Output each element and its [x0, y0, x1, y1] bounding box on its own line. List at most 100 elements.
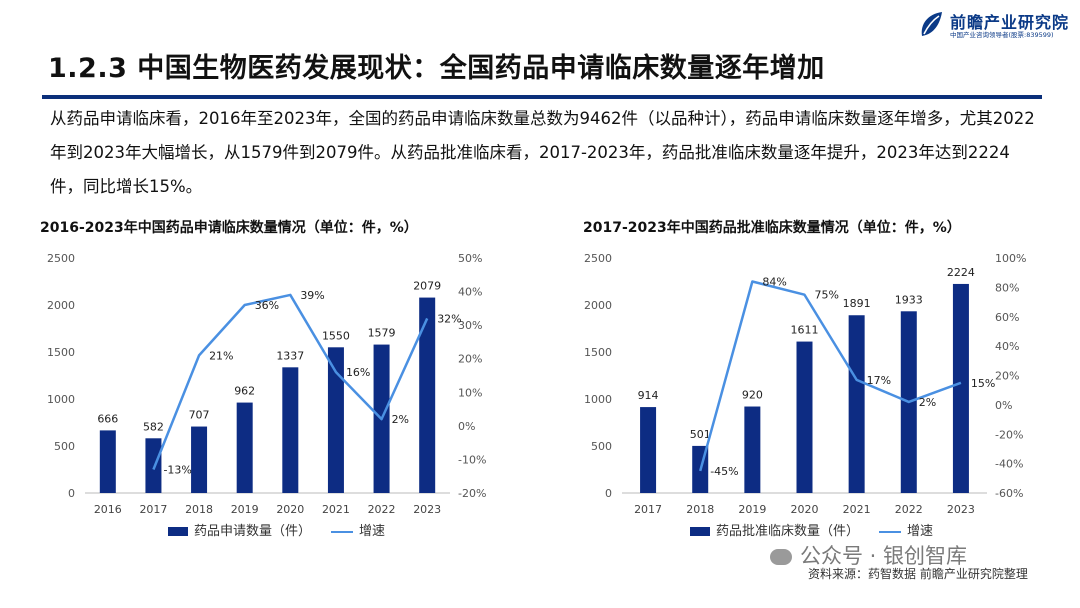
legend-bar-swatch	[168, 527, 188, 536]
left-axis-tick: 2500	[47, 252, 75, 265]
right-axis-tick: -60%	[995, 487, 1023, 500]
bar-value-label: 582	[143, 420, 164, 433]
chart-2: 0 500 1000 1500 2000 2500 -60% -40% -20% 0% 20% 40%…	[584, 252, 1026, 516]
logo-name: 前瞻产业研究院	[950, 13, 1070, 32]
bar-value-label: 962	[234, 385, 255, 398]
left-axis-tick: 1500	[584, 346, 612, 359]
right-axis-tick: 40%	[458, 286, 482, 299]
x-tick-label: 2022	[895, 503, 923, 516]
x-tick-label: 2016	[94, 503, 122, 516]
bar-value-label: 707	[189, 409, 210, 422]
x-tick-label: 2022	[368, 503, 396, 516]
right-axis-tick: 80%	[995, 281, 1019, 294]
bar-value-label: 1337	[276, 349, 304, 362]
growth-value-label: 2%	[392, 413, 409, 426]
right-axis-tick: 20%	[995, 370, 1019, 383]
bar	[796, 341, 813, 493]
legend-bar-label: 药品批准临床数量（件）	[716, 524, 860, 539]
growth-value-label: 39%	[300, 289, 324, 302]
left-axis-tick: 500	[591, 440, 612, 453]
right-axis-tick: 20%	[458, 353, 482, 366]
growth-value-label: 75%	[815, 289, 839, 302]
x-tick-label: 2020	[276, 503, 304, 516]
title-divider	[42, 95, 1042, 99]
growth-value-label: -13%	[163, 464, 191, 477]
growth-value-label: 36%	[255, 299, 279, 312]
growth-value-label: 32%	[437, 312, 461, 325]
legend-bar-swatch	[690, 527, 710, 536]
left-axis-tick: 500	[54, 440, 75, 453]
chart-1: 0 500 1000 1500 2000 2500 -20% -10% 0% 10% 20% 30% 4…	[47, 252, 486, 516]
bar-value-label: 1550	[322, 329, 350, 342]
bar	[419, 297, 436, 493]
logo-tagline: 中国产业咨询领导者(股票:839599)	[950, 31, 1054, 39]
bar-value-label: 2224	[947, 266, 975, 279]
left-axis-tick: 0	[68, 487, 75, 500]
x-tick-label: 2017	[634, 503, 662, 516]
x-tick-label: 2018	[185, 503, 213, 516]
x-tick-label: 2019	[231, 503, 259, 516]
growth-value-label: 17%	[867, 374, 891, 387]
bar	[191, 426, 208, 493]
bar	[327, 347, 344, 493]
right-axis-tick: 100%	[995, 252, 1026, 265]
right-axis-tick: 50%	[458, 252, 482, 265]
left-axis-tick: 1500	[47, 346, 75, 359]
right-axis-tick: 40%	[995, 340, 1019, 353]
growth-value-label: 21%	[209, 349, 233, 362]
growth-value-label: 2%	[919, 396, 936, 409]
growth-value-label: 84%	[762, 276, 786, 289]
wechat-icon	[770, 549, 792, 565]
bar	[640, 407, 657, 493]
intro-paragraph: 从药品申请临床看，2016年至2023年，全国的药品申请临床数量总数为9462件…	[50, 109, 1035, 196]
left-axis-tick: 2000	[47, 299, 75, 312]
right-axis-tick: 0%	[995, 399, 1012, 412]
bar-value-label: 2079	[413, 280, 441, 293]
right-axis-tick: -40%	[995, 458, 1023, 471]
x-tick-label: 2021	[322, 503, 350, 516]
chart-2-legend: 药品批准临床数量（件） 增速	[690, 520, 933, 539]
growth-line	[152, 293, 429, 470]
bar	[282, 367, 299, 493]
x-tick-label: 2018	[686, 503, 714, 516]
left-axis-tick: 2000	[584, 299, 612, 312]
bar-value-label: 501	[690, 428, 711, 441]
left-axis-tick: 1000	[47, 393, 75, 406]
bar-value-label: 914	[638, 389, 659, 402]
legend-line-label: 增速	[359, 524, 386, 539]
bar	[952, 283, 969, 493]
bar	[744, 406, 761, 493]
right-axis-tick: -10%	[458, 453, 486, 466]
left-axis-tick: 2500	[584, 252, 612, 265]
leaf-logo-icon	[921, 12, 942, 36]
x-tick-label: 2019	[738, 503, 766, 516]
growth-value-label: -45%	[710, 465, 738, 478]
bar-value-label: 666	[97, 412, 118, 425]
logo: 前瞻产业研究院 中国产业咨询领导者(股票:839599)	[918, 8, 1076, 42]
watermark-text: 公众号 · 银创智库	[800, 544, 968, 568]
growth-line	[699, 280, 962, 472]
bar-value-label: 1933	[895, 293, 923, 306]
chart-1-legend: 药品申请数量（件） 增速	[168, 520, 385, 539]
bar-value-label: 920	[742, 389, 763, 402]
left-axis-tick: 0	[605, 487, 612, 500]
wechat-watermark: 公众号 · 银创智库	[770, 540, 967, 570]
growth-value-label: 15%	[971, 377, 995, 390]
growth-value-label: 16%	[346, 366, 370, 379]
right-axis-tick: 30%	[458, 319, 482, 332]
bar-value-label: 1579	[368, 327, 396, 340]
right-axis-tick: 10%	[458, 386, 482, 399]
left-axis-tick: 1000	[584, 393, 612, 406]
chart-1-title: 2016-2023年中国药品申请临床数量情况（单位：件，%）	[40, 220, 418, 236]
bar	[236, 402, 253, 493]
bar-value-label: 1891	[843, 297, 871, 310]
x-tick-label: 2020	[791, 503, 819, 516]
source-note: 资料来源：药智数据 前瞻产业研究院整理	[808, 567, 1028, 581]
chart-2-title: 2017-2023年中国药品批准临床数量情况（单位：件，%）	[583, 220, 961, 236]
legend-bar-label: 药品申请数量（件）	[194, 524, 312, 539]
legend-line-swatch	[331, 530, 354, 533]
legend-line-label: 增速	[907, 524, 934, 539]
x-tick-label: 2023	[413, 503, 441, 516]
bar	[848, 315, 865, 493]
page-title: 1.2.3 中国生物医药发展现状：全国药品申请临床数量逐年增加	[48, 53, 825, 84]
